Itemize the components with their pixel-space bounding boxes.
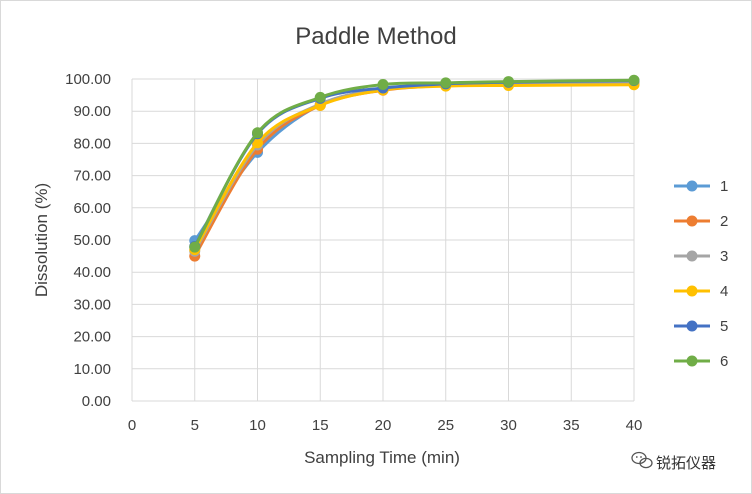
legend-marker [686, 250, 698, 262]
legend-item: 2 [674, 213, 728, 230]
x-axis-title: Sampling Time (min) [304, 448, 460, 467]
data-point [503, 76, 514, 88]
y-tick-label: 30.00 [73, 296, 111, 313]
data-point [314, 91, 326, 103]
data-point [189, 241, 201, 253]
legend-item: 6 [674, 353, 728, 370]
x-tick-label: 0 [128, 417, 136, 434]
data-point [440, 77, 452, 89]
legend-marker [686, 355, 698, 367]
legend-label: 5 [720, 318, 728, 335]
y-tick-label: 70.00 [73, 168, 111, 185]
y-tick-label: 90.00 [73, 103, 111, 120]
legend-item: 3 [674, 248, 728, 265]
x-tick-label: 10 [249, 417, 266, 434]
x-tick-label: 30 [500, 417, 517, 434]
series-group [189, 74, 640, 262]
data-point [377, 78, 389, 90]
series-6 [189, 74, 640, 253]
y-tick-labels: 0.00 10.00 20.00 30.00 40.00 50.00 60.00 70.00 8… [65, 71, 111, 410]
watermark-text: 锐拓仪器 [656, 455, 716, 472]
legend-item: 1 [674, 178, 728, 195]
y-tick-label: 10.00 [73, 361, 111, 378]
y-axis-title: Dissolution (%) [32, 183, 51, 297]
legend-item: 5 [674, 318, 728, 335]
x-tick-label: 25 [437, 417, 454, 434]
legend: 1 2 3 4 5 6 [674, 178, 728, 370]
y-tick-label: 80.00 [73, 135, 111, 152]
legend-label: 1 [720, 178, 728, 195]
chart-title: Paddle Method [295, 23, 456, 50]
y-tick-label: 50.00 [73, 232, 111, 249]
watermark: 锐拓仪器 [631, 451, 716, 472]
x-tick-label: 15 [312, 417, 329, 434]
legend-marker [686, 215, 698, 227]
legend-marker [686, 320, 698, 332]
legend-marker [686, 285, 698, 297]
legend-label: 2 [720, 213, 728, 230]
x-tick-labels: 0 5 10 15 20 25 30 35 40 [128, 417, 643, 434]
legend-item: 4 [674, 283, 728, 300]
data-point [252, 127, 263, 139]
x-tick-label: 35 [563, 417, 580, 434]
x-tick-label: 40 [626, 417, 643, 434]
y-tick-label: 40.00 [73, 264, 111, 281]
y-tick-label: 20.00 [73, 329, 111, 346]
legend-marker [686, 180, 698, 192]
legend-label: 4 [720, 283, 728, 300]
legend-label: 6 [720, 353, 728, 370]
data-point [628, 74, 640, 86]
y-tick-label: 0.00 [82, 393, 111, 410]
y-tick-label: 60.00 [73, 200, 111, 217]
wechat-icon [631, 451, 653, 469]
data-point [252, 137, 263, 149]
y-tick-label: 100.00 [65, 71, 111, 88]
legend-label: 3 [720, 248, 728, 265]
x-tick-label: 20 [375, 417, 392, 434]
x-tick-label: 5 [191, 417, 199, 434]
